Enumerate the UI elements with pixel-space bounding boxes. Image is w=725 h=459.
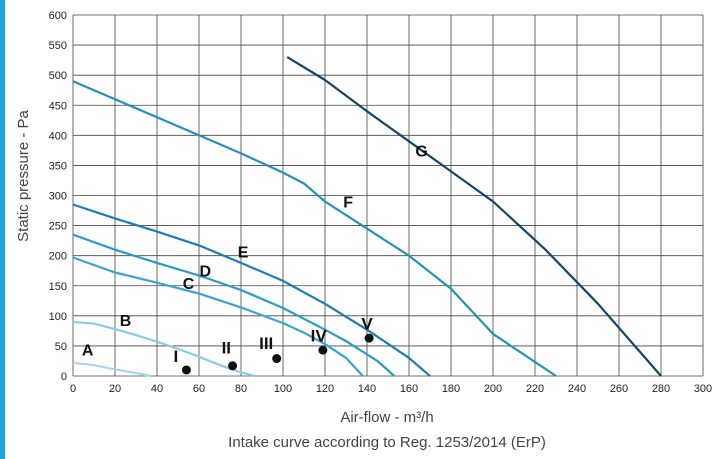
x-tick-label: 20 [109,383,121,395]
y-tick-label: 50 [55,341,67,353]
y-tick-label: 600 [49,10,67,22]
operating-point-label: III [259,334,273,353]
curve-label-f: F [343,195,353,212]
operating-point-label: V [361,315,373,334]
x-tick-label: 160 [400,383,418,395]
curve-g [286,56,662,377]
x-tick-label: 240 [568,383,586,395]
x-tick-label: 80 [235,383,247,395]
curve-d [72,233,396,377]
curve-label-d: D [200,264,212,281]
operating-point-marker [364,333,374,343]
y-axis-ticks: 0 50 100 150 200 250 300 350 400 450 500 550 600 [49,10,67,383]
y-tick-label: 400 [49,130,67,142]
y-tick-label: 150 [49,281,67,293]
curve-label-e: E [238,244,249,261]
curve-label-g: G [415,143,427,160]
operating-point-label: II [222,339,231,358]
x-tick-label: 0 [70,383,76,395]
curve-label-a: A [82,343,94,360]
y-tick-label: 100 [49,311,67,323]
curve-a [72,361,151,378]
x-tick-label: 280 [652,383,670,395]
x-tick-label: 300 [694,383,712,395]
grid [72,14,704,377]
x-axis-title: Air-flow - m³/h [340,409,433,426]
operating-points: I II III IVV [174,315,374,375]
y-axis-title: Static pressure - Pa [15,109,32,241]
operating-point-label: I [174,347,179,366]
x-tick-label: 100 [274,383,292,395]
y-tick-label: 300 [49,191,67,203]
curve-label-b: B [120,313,132,330]
x-tick-label: 200 [484,383,502,395]
x-tick-label: 40 [151,383,163,395]
operating-point-marker [318,345,328,355]
x-tick-label: 120 [316,383,334,395]
curve-c [72,256,364,377]
y-tick-label: 450 [49,100,67,112]
x-tick-label: 140 [358,383,376,395]
y-tick-label: 250 [49,221,67,233]
x-axis-ticks: 0 20 40 60 80 100 120 140 160 180 200 220 240 260 280 3… [70,383,712,395]
y-tick-label: 500 [49,70,67,82]
x-tick-label: 180 [442,383,460,395]
curve-label-c: C [183,276,195,293]
y-tick-label: 350 [49,160,67,172]
y-tick-label: 200 [49,251,67,263]
operating-point-marker [272,354,282,364]
x-tick-label: 60 [193,383,205,395]
operating-point-marker [228,361,238,371]
chart-caption: Intake curve according to Reg. 1253/2014… [228,434,546,451]
curve-labels: A B CD E F G [82,143,428,359]
operating-point-label: IV [311,327,328,346]
x-tick-label: 220 [526,383,544,395]
x-tick-label: 260 [610,383,628,395]
operating-point-marker [181,365,191,375]
curves [72,56,662,378]
curve-e [72,203,431,377]
y-tick-label: 550 [49,40,67,52]
accent-bar [0,0,5,459]
y-tick-label: 0 [61,371,67,383]
curve-f [72,80,557,377]
